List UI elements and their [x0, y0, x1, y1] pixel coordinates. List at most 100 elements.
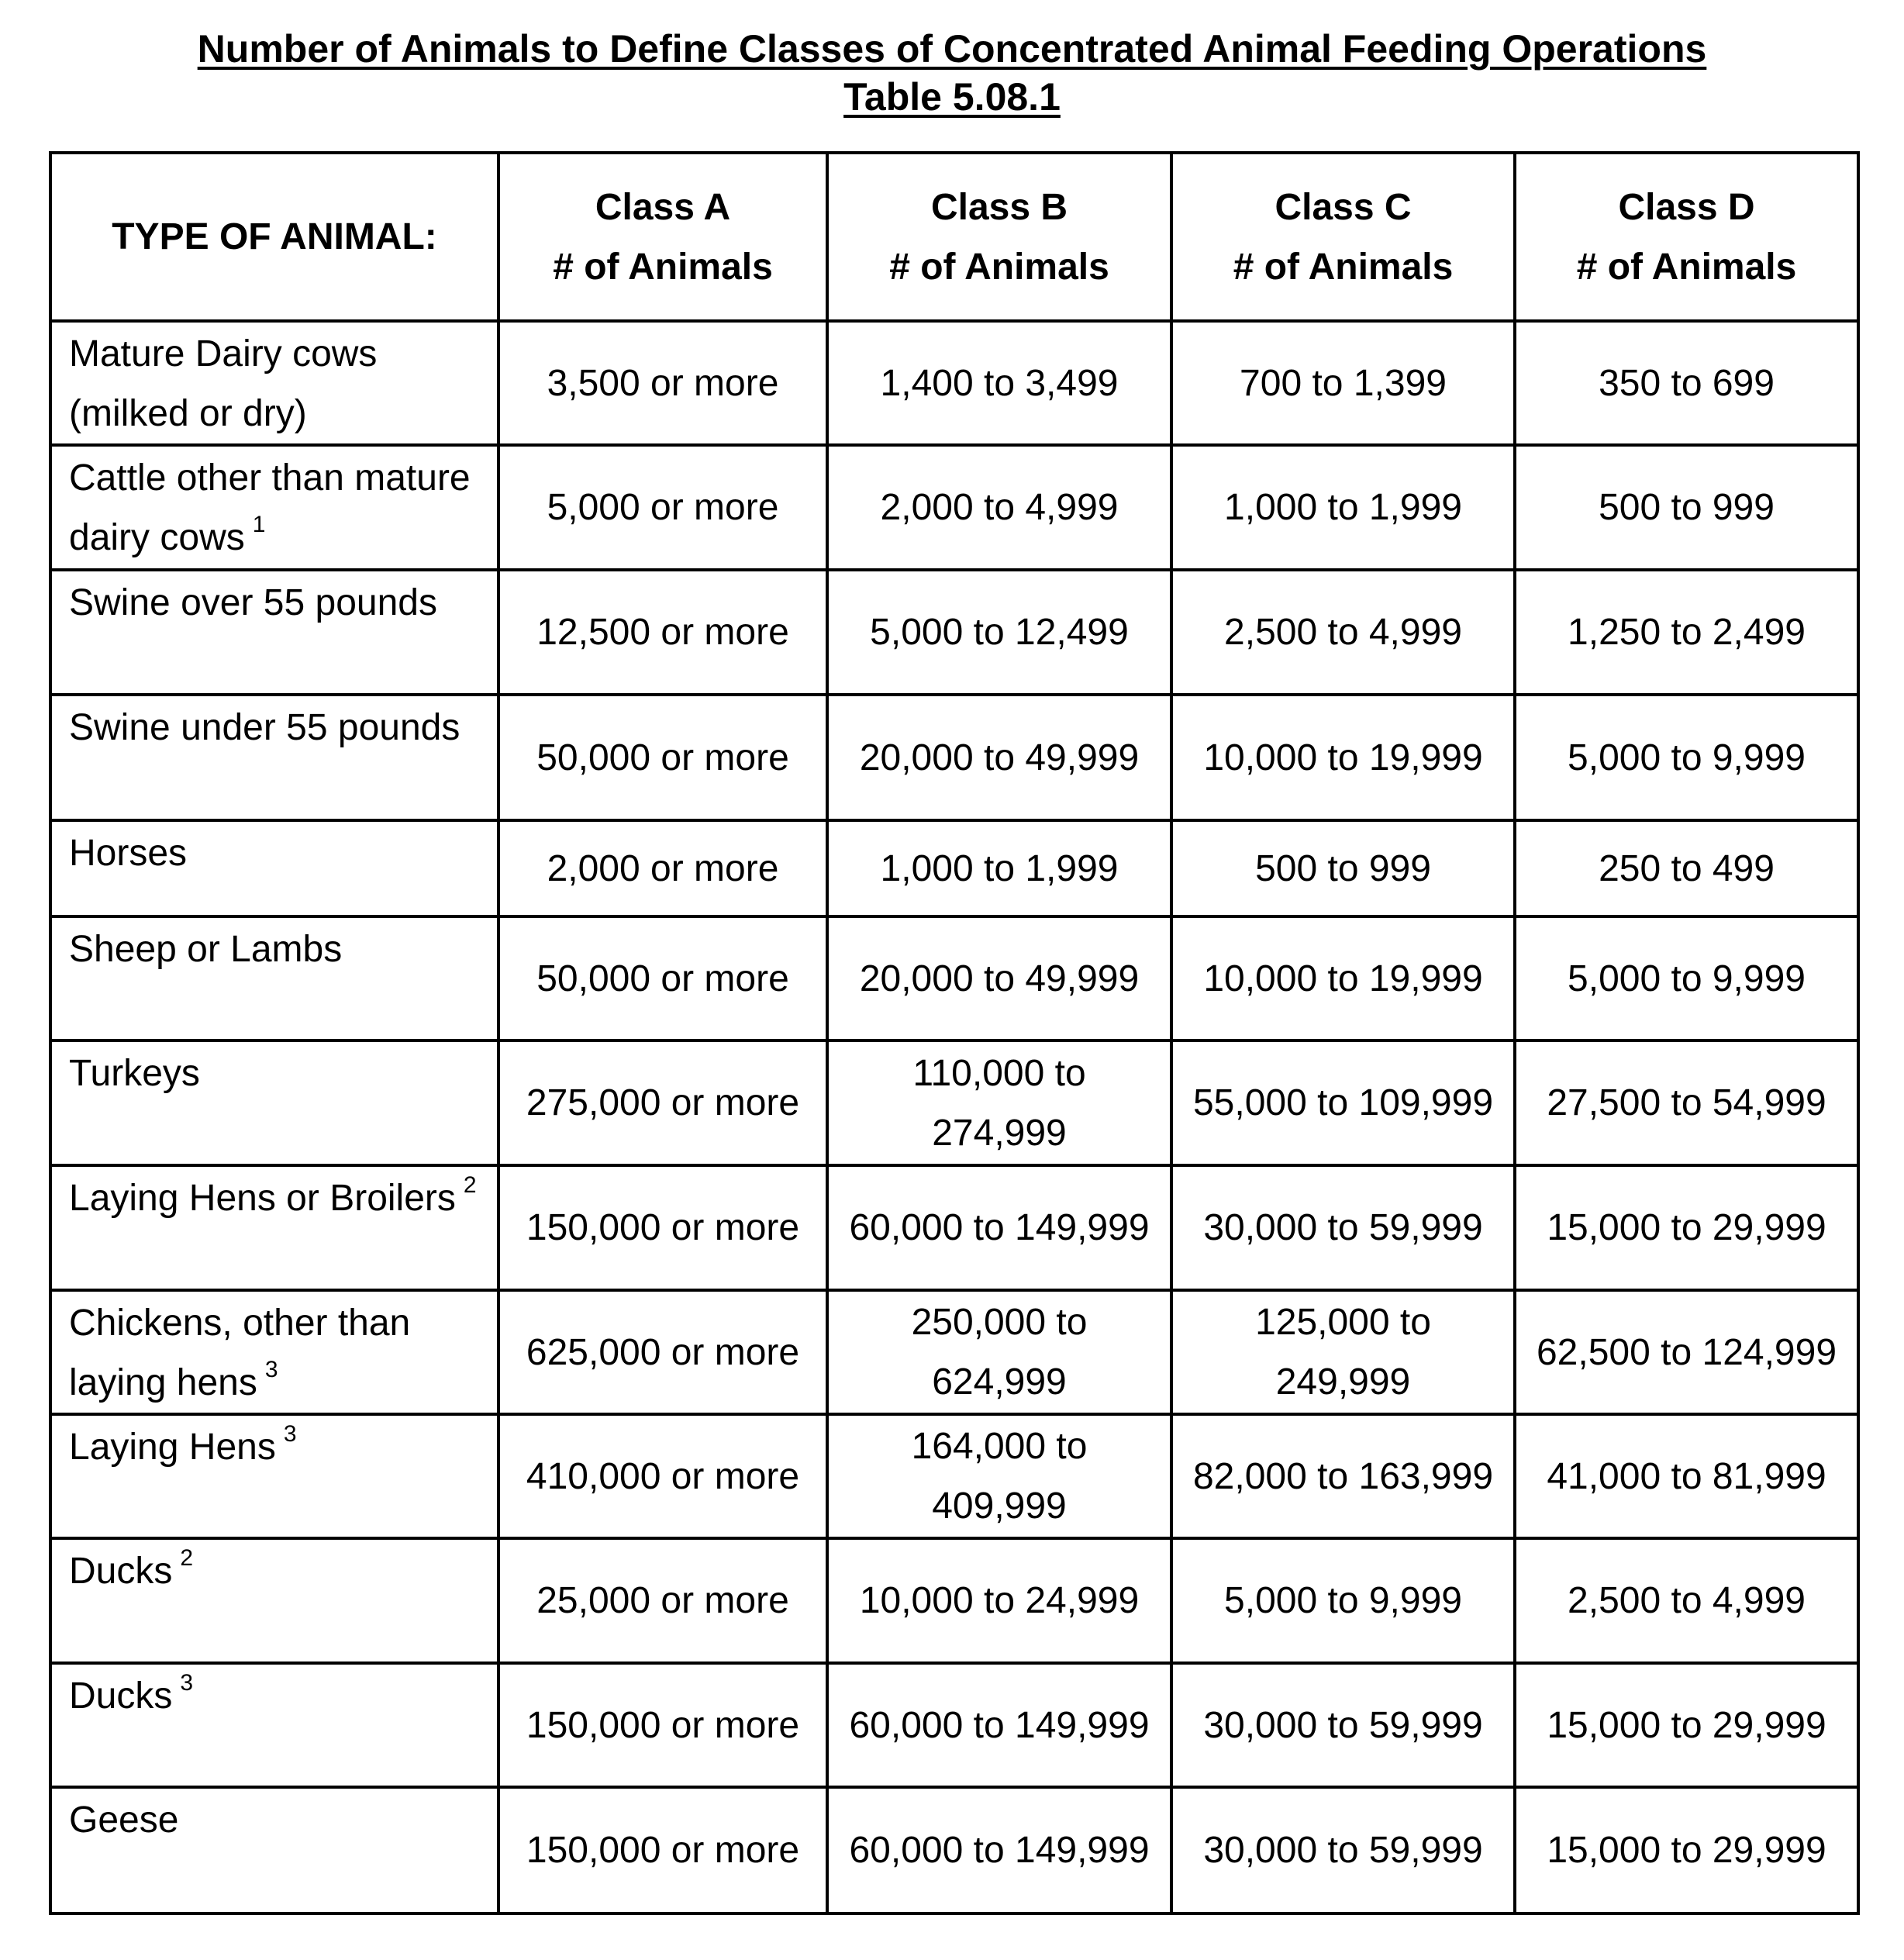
class-a-value: 150,000 or more	[497, 1662, 829, 1789]
table-row: Horses 2,000 or more 1,000 to 1,999 500 to …	[49, 819, 1860, 918]
class-unit: # of Animals	[1233, 246, 1454, 288]
animal-type-cell: Mature Dairy cows (milked or dry)	[49, 319, 500, 447]
class-a-value: 3,500 or more	[497, 319, 829, 447]
class-d-value: 41,000 to 81,999	[1513, 1413, 1860, 1540]
footnote-marker: 1	[252, 512, 266, 537]
table-row: Ducks 2 25,000 or more 10,000 to 24,999 5,00…	[49, 1537, 1860, 1665]
class-b-value: 250,000 to 624,999	[826, 1289, 1173, 1416]
animal-type: Swine under 55 pounds	[69, 707, 460, 748]
class-c-value: 700 to 1,399	[1170, 319, 1516, 447]
class-d-value: 500 to 999	[1513, 443, 1860, 571]
table-row: Geese 150,000 or more 60,000 to 149,999 30,…	[49, 1786, 1860, 1915]
class-c-value: 1,000 to 1,999	[1170, 443, 1516, 571]
class-d-value: 5,000 to 9,999	[1513, 915, 1860, 1042]
class-d-value: 350 to 699	[1513, 319, 1860, 447]
class-a-value: 410,000 or more	[497, 1413, 829, 1540]
class-b-value: 10,000 to 24,999	[826, 1537, 1173, 1665]
class-c-value: 10,000 to 19,999	[1170, 693, 1516, 822]
animal-type: Swine over 55 pounds	[69, 582, 437, 623]
class-c-header: Class C # of Animals	[1170, 151, 1516, 323]
animal-type-cell: Ducks 2	[49, 1537, 500, 1665]
header-row: TYPE OF ANIMAL: Class A # of Animals Clas…	[49, 151, 1860, 323]
class-b-value: 20,000 to 49,999	[826, 915, 1173, 1042]
footnote-marker: 2	[463, 1172, 477, 1198]
animal-type-cell: Ducks 3	[49, 1662, 500, 1789]
table-number: Table 5.08.1	[843, 75, 1061, 119]
class-a-value: 150,000 or more	[497, 1164, 829, 1292]
class-b-value: 5,000 to 12,499	[826, 568, 1173, 696]
type-of-animal-header: TYPE OF ANIMAL:	[49, 151, 500, 323]
footnote-marker: 3	[180, 1670, 194, 1696]
class-a-value: 150,000 or more	[497, 1786, 829, 1915]
table-row: Turkeys 275,000 or more 110,000 to 274,999…	[49, 1039, 1860, 1167]
animal-type: Turkeys	[69, 1053, 200, 1094]
class-a-value: 625,000 or more	[497, 1289, 829, 1416]
class-c-value: 125,000 to 249,999	[1170, 1289, 1516, 1416]
table-row: Swine over 55 pounds 12,500 or more 5,000 …	[49, 568, 1860, 696]
footnote-marker: 3	[283, 1421, 297, 1447]
class-b-value: 1,000 to 1,999	[826, 819, 1173, 918]
class-d-value: 250 to 499	[1513, 819, 1860, 918]
class-a-value: 50,000 or more	[497, 693, 829, 822]
class-b-header: Class B # of Animals	[826, 151, 1173, 323]
class-a-value: 2,000 or more	[497, 819, 829, 918]
class-d-value: 5,000 to 9,999	[1513, 693, 1860, 822]
animal-type: Mature Dairy cows (milked or dry)	[69, 333, 378, 434]
animal-type-cell: Geese	[49, 1786, 500, 1915]
animal-type: Chickens, other than laying hens	[69, 1303, 411, 1403]
class-name: Class A	[595, 186, 731, 228]
class-unit: # of Animals	[889, 246, 1109, 288]
footnote-marker: 3	[264, 1357, 278, 1382]
class-name: Class D	[1618, 186, 1755, 228]
cafo-classes-table: TYPE OF ANIMAL: Class A # of Animals Clas…	[49, 151, 1860, 1915]
animal-type-cell: Swine under 55 pounds	[49, 693, 500, 822]
footnote-marker: 2	[180, 1545, 194, 1571]
class-b-value: 110,000 to 274,999	[826, 1039, 1173, 1167]
table-row: Chickens, other than laying hens 3 625,000…	[49, 1289, 1860, 1416]
animal-type-cell: Swine over 55 pounds	[49, 568, 500, 696]
class-c-value: 500 to 999	[1170, 819, 1516, 918]
animal-type: Sheep or Lambs	[69, 929, 343, 970]
table-row: Laying Hens or Broilers 2 150,000 or more 6…	[49, 1164, 1860, 1292]
animal-type-cell: Turkeys	[49, 1039, 500, 1167]
class-c-value: 82,000 to 163,999	[1170, 1413, 1516, 1540]
document-title: Number of Animals to Define Classes of C…	[0, 25, 1904, 121]
animal-type-cell: Laying Hens 3	[49, 1413, 500, 1540]
table-row: Sheep or Lambs 50,000 or more 20,000 to 49…	[49, 915, 1860, 1042]
class-d-value: 1,250 to 2,499	[1513, 568, 1860, 696]
class-d-value: 27,500 to 54,999	[1513, 1039, 1860, 1167]
class-unit: # of Animals	[553, 246, 773, 288]
title-text: Number of Animals to Define Classes of C…	[197, 27, 1707, 71]
class-a-value: 12,500 or more	[497, 568, 829, 696]
table-row: Swine under 55 pounds 50,000 or more 20,00…	[49, 693, 1860, 822]
animal-type: Cattle other than mature dairy cows	[69, 457, 471, 558]
animal-type-cell: Cattle other than mature dairy cows 1	[49, 443, 500, 571]
class-a-value: 25,000 or more	[497, 1537, 829, 1665]
class-d-value: 62,500 to 124,999	[1513, 1289, 1860, 1416]
class-b-value: 60,000 to 149,999	[826, 1164, 1173, 1292]
class-d-value: 15,000 to 29,999	[1513, 1786, 1860, 1915]
class-b-value: 164,000 to 409,999	[826, 1413, 1173, 1540]
class-b-value: 60,000 to 149,999	[826, 1662, 1173, 1789]
animal-type: Laying Hens	[69, 1427, 276, 1468]
table-row: Ducks 3 150,000 or more 60,000 to 149,999 30…	[49, 1662, 1860, 1789]
animal-type: Geese	[69, 1800, 179, 1841]
class-name: Class B	[930, 186, 1068, 228]
animal-type: Ducks	[69, 1675, 173, 1717]
class-a-value: 5,000 or more	[497, 443, 829, 571]
class-d-value: 2,500 to 4,999	[1513, 1537, 1860, 1665]
class-c-value: 55,000 to 109,999	[1170, 1039, 1516, 1167]
class-name: Class C	[1275, 186, 1412, 228]
class-a-value: 275,000 or more	[497, 1039, 829, 1167]
class-a-header: Class A # of Animals	[497, 151, 829, 323]
class-c-value: 5,000 to 9,999	[1170, 1537, 1516, 1665]
class-b-value: 1,400 to 3,499	[826, 319, 1173, 447]
class-c-value: 30,000 to 59,999	[1170, 1662, 1516, 1789]
animal-type: Laying Hens or Broilers	[69, 1178, 456, 1219]
class-b-value: 2,000 to 4,999	[826, 443, 1173, 571]
class-c-value: 30,000 to 59,999	[1170, 1786, 1516, 1915]
animal-type-cell: Horses	[49, 819, 500, 918]
class-c-value: 10,000 to 19,999	[1170, 915, 1516, 1042]
class-unit: # of Animals	[1576, 246, 1797, 288]
table-row: Mature Dairy cows (milked or dry) 3,500 o…	[49, 319, 1860, 447]
